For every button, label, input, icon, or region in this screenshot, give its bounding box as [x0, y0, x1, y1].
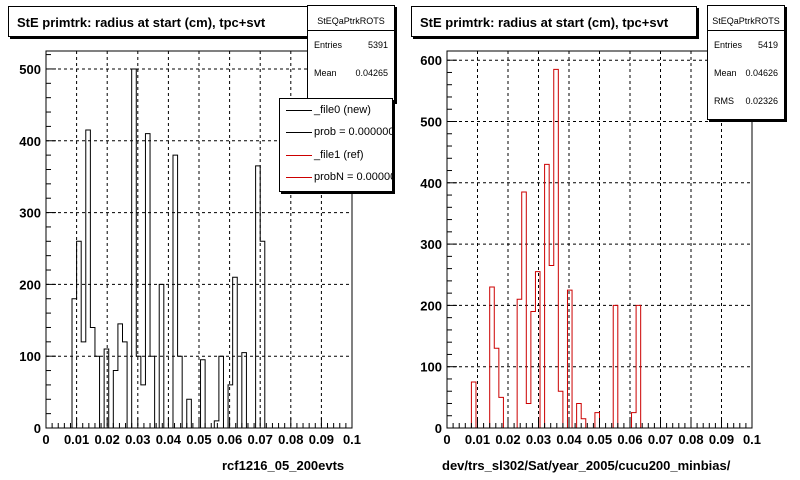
- left-x-tick-label: 0.07: [248, 432, 273, 447]
- right-x-tick-label: 0.09: [709, 432, 734, 447]
- legend-item-probn: probN = 0.000000: [280, 168, 392, 188]
- right-stats-rms-label: RMS: [714, 96, 734, 106]
- left-stats-mean-label: Mean: [314, 68, 337, 78]
- left-chart-title: StE primtrk: radius at start (cm), tpc+s…: [8, 6, 308, 37]
- right-x-tick-label: 0.08: [678, 432, 703, 447]
- legend-item-prob: prob = 0.000000: [280, 123, 392, 143]
- left-stats-mean: 0.04265: [355, 68, 388, 78]
- left-stats-entries: 5391: [367, 40, 388, 50]
- right-x-tick-label: 0.1: [743, 432, 761, 447]
- legend-item-file1: _file1 (ref): [280, 146, 392, 166]
- left-x-tick-label: 0.02: [95, 432, 120, 447]
- right-stats-mean: 0.04626: [745, 68, 778, 78]
- left-y-tick-label: 400: [19, 134, 41, 149]
- right-x-tick-label: 0.04: [556, 432, 582, 447]
- left-x-tick-label: 0: [42, 432, 49, 447]
- left-y-tick-label: 200: [19, 277, 41, 292]
- right-series-0: [466, 68, 751, 429]
- left-y-tick-label: 300: [19, 206, 41, 221]
- right-stats-entries: 5419: [757, 40, 778, 50]
- right-stats-name: StEQaPtrkROTS: [708, 6, 784, 31]
- right-x-tick-label: 0.01: [465, 432, 490, 447]
- left-x-tick-label: 0.1: [343, 432, 361, 447]
- right-y-tick-label: 600: [420, 53, 442, 68]
- legend-item-file0: _file0 (new): [280, 101, 392, 121]
- left-stats-entries-label: Entries: [314, 40, 343, 50]
- right-y-tick-label: 500: [420, 114, 442, 129]
- right-y-tick-label: 400: [420, 176, 442, 191]
- right-x-tick-label: 0: [443, 432, 450, 447]
- left-x-axis-title: rcf1216_05_200evts: [222, 458, 345, 473]
- left-stats-box: StEQaPtrkROTS Entries 5391 Mean 0.04265: [307, 5, 395, 102]
- right-x-tick-label: 0.02: [495, 432, 520, 447]
- left-y-tick-label: 0: [34, 421, 41, 436]
- right-x-tick-label: 0.03: [526, 432, 551, 447]
- left-stats-name: StEQaPtrkROTS: [308, 6, 394, 31]
- left-y-tick-label: 500: [19, 62, 41, 77]
- left-x-tick-label: 0.03: [125, 432, 150, 447]
- left-x-tick-label: 0.06: [217, 432, 242, 447]
- left-x-tick-label: 0.04: [156, 432, 182, 447]
- right-chart-title: StE primtrk: radius at start (cm), tpc+s…: [411, 6, 697, 37]
- right-x-axis-title: dev/trs_sl302/Sat/year_2005/cucu200_minb…: [442, 458, 731, 473]
- right-y-tick-label: 100: [420, 360, 442, 375]
- left-x-tick-label: 0.08: [278, 432, 303, 447]
- right-x-tick-label: 0.05: [587, 432, 612, 447]
- left-x-tick-label: 0.05: [186, 432, 211, 447]
- right-x-tick-label: 0.07: [648, 432, 673, 447]
- right-y-tick-label: 200: [420, 298, 442, 313]
- right-y-tick-label: 0: [435, 421, 442, 436]
- left-legend: _file0 (new) prob = 0.000000 _file1 (ref…: [279, 98, 393, 192]
- right-stats-entries-label: Entries: [714, 40, 743, 50]
- right-stats-mean-label: Mean: [714, 68, 737, 78]
- left-y-tick-label: 100: [19, 349, 41, 364]
- right-x-tick-label: 0.06: [617, 432, 642, 447]
- left-x-tick-label: 0.09: [309, 432, 334, 447]
- right-y-tick-label: 300: [420, 237, 442, 252]
- right-stats-box: StEQaPtrkROTS Entries 5419 Mean 0.04626 RM…: [707, 5, 785, 120]
- right-stats-rms: 0.02326: [745, 96, 778, 106]
- left-x-tick-label: 0.01: [64, 432, 89, 447]
